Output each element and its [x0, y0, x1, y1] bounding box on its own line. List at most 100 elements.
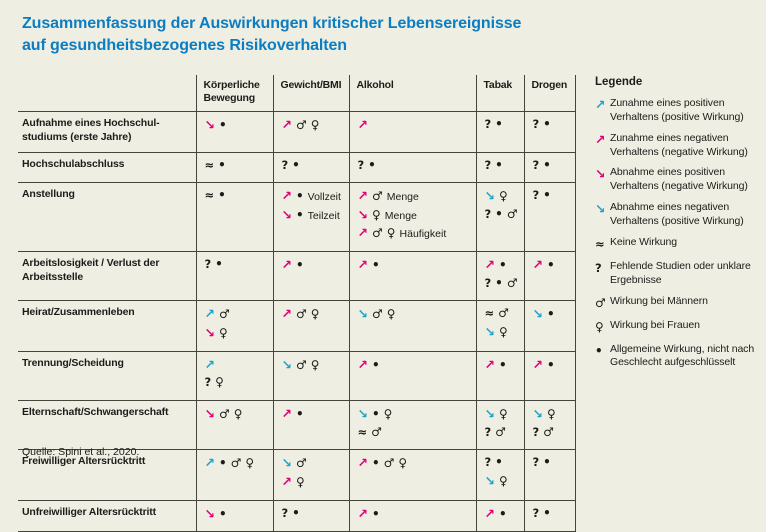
arrow-up-negative-icon: ↗ [357, 225, 368, 241]
question-symbol: ? [484, 275, 492, 290]
table-cell: ↘ ♂ ♀ [348, 300, 476, 352]
row-label: Trennung/Scheidung [18, 351, 196, 401]
arrow-down-positive-icon: ↘ [532, 306, 543, 322]
cell-line: ? • [485, 117, 520, 133]
legend-item: ↘ Abnahme eines positiven Verhaltens (neg… [595, 166, 761, 194]
note-text: Menge [386, 191, 419, 204]
cell-line: ↘ • Teilzeit [282, 207, 345, 224]
question-symbol: ? [484, 117, 492, 132]
legend-item-label: Allgemeine Wirkung, nicht nach Geschlech… [610, 342, 755, 369]
table-row: Hochschulabschluss ≈ •? •? •? •? • [18, 152, 576, 184]
summary-table: Körperliche Bewegung Gewicht/BMI Alkohol Ta… [18, 75, 576, 532]
table-row: Heirat/Zusammenleben ↗ ♂ ↘ ♀ ↗ ♂ ♀ ↘ ♂ ♀ ≈ ♂ ↘ ♀ ↘ • [18, 300, 576, 352]
legend-symbol: ↗ [595, 96, 610, 114]
table-row: Arbeitslosigkeit / Verlust der Arbeitsst… [18, 251, 576, 302]
female-icon: ♀ [295, 474, 305, 489]
cell-line: ? • ♂ [485, 276, 520, 292]
male-icon: ♂ [295, 357, 307, 372]
dot-symbol: • [218, 456, 227, 471]
cell-line: ↘ • [205, 117, 269, 134]
female-icon: ♀ [218, 326, 228, 341]
dot-symbol: • [292, 157, 300, 172]
arrow-down-positive-icon: ↘ [484, 324, 495, 340]
dot-symbol: • [595, 343, 603, 358]
dot-symbol: • [218, 157, 226, 172]
dot-symbol: • [371, 406, 380, 421]
row-label: Hochschulabschluss [18, 152, 196, 184]
arrow-up-positive-icon: ↗ [204, 455, 215, 471]
dot-symbol: • [498, 357, 507, 372]
dot-symbol: • [498, 506, 507, 521]
arrow-up-positive-icon: ↗ [204, 356, 215, 372]
row-label: Unfreiwilliger Altersrücktritt [18, 500, 196, 532]
dot-symbol: • [371, 357, 380, 372]
male-icon: ♂ [371, 226, 383, 241]
arrow-down-negative-icon: ↘ [204, 117, 215, 133]
question-symbol: ? [484, 157, 492, 172]
table-cell: ↗ • [475, 351, 524, 401]
female-icon: ♀ [498, 406, 508, 421]
row-label: Anstellung [18, 182, 196, 253]
approx-symbol: ≈ [357, 424, 368, 439]
dot-symbol: • [543, 117, 551, 132]
cell-line: ? • ♂ [485, 207, 520, 223]
dot-symbol: • [371, 506, 380, 521]
dot-symbol: • [546, 307, 555, 322]
legend-symbol: ↘ [595, 165, 610, 183]
arrow-down-negative-icon: ↘ [281, 206, 292, 222]
cell-line: ↗ • [358, 257, 472, 274]
table-row: Aufnahme eines Hochschul­studiums (erste… [18, 111, 576, 153]
cell-line: ↘ ♀ [205, 325, 269, 342]
legend-title: Legende [595, 76, 643, 88]
legend-item: ↗ Zunahme eines positiven Verhaltens (pos… [595, 97, 761, 125]
dot-symbol: • [371, 456, 380, 471]
table-row: Anstellung ≈ • ↗ • Vollzeit ↘ • Teilzeit ↗ ♂ Menge ↘… [18, 182, 576, 253]
female-icon: ♀ [371, 207, 381, 222]
table-cell: ↘ ♂ ↗ ♀ [272, 449, 349, 501]
male-icon: ♂ [218, 307, 230, 322]
dot-symbol: • [295, 406, 304, 421]
male-icon: ♂ [495, 424, 506, 439]
row-label: Heirat/Zusammenleben [18, 300, 196, 352]
legend-symbol: ≈ [595, 235, 610, 253]
row-label: Aufnahme eines Hochschul­studiums (erste… [18, 111, 196, 153]
table-cell: ≈ ♂ ↘ ♀ [475, 300, 524, 352]
legend-symbol: ? [595, 259, 610, 277]
question-symbol: ? [484, 424, 492, 439]
cell-line: ? ♀ [205, 375, 269, 391]
cell-line: ↗ • [358, 357, 472, 374]
table-cell: ↗ • ♂ ♀ [195, 449, 273, 501]
cell-line: ↘ ♀ Menge [358, 207, 472, 224]
dot-symbol: • [218, 188, 226, 203]
dot-symbol: • [543, 455, 551, 470]
arrow-down-positive-icon: ↘ [532, 405, 543, 421]
dot-symbol: • [546, 357, 555, 372]
female-icon: ♀ [498, 473, 508, 488]
arrow-down-negative-icon: ↘ [204, 505, 215, 521]
cell-line: ? • [205, 257, 269, 273]
dot-symbol: • [495, 206, 503, 221]
cell-line: ? • [533, 455, 571, 471]
dot-symbol: • [215, 257, 223, 272]
question-symbol: ? [281, 505, 289, 520]
female-icon: ♀ [386, 307, 396, 322]
cell-line: ? • [533, 158, 571, 174]
arrow-up-negative-icon: ↗ [281, 257, 292, 273]
legend-item: ♀ Wirkung bei Frauen [595, 319, 761, 336]
arrow-up-negative-icon: ↗ [281, 306, 292, 322]
cell-line: ↗ • [485, 506, 520, 523]
arrow-down-positive-icon: ↘ [281, 356, 292, 372]
table-cell: ↗ • [272, 400, 349, 451]
table-cell: ↗ • [348, 351, 476, 401]
male-icon: ♂ [295, 307, 307, 322]
legend: Legende ↗ Zunahme eines positiven Verhalt… [595, 76, 761, 377]
table-row: Trennung/Scheidung ↗? ♀ ↘ ♂ ♀ ↗ • ↗ • ↗ • [18, 351, 576, 401]
legend-item: ♂ Wirkung bei Männern [595, 295, 761, 312]
arrow-up-negative-icon: ↗ [532, 257, 543, 273]
table-body: Aufnahme eines Hochschul­studiums (erste… [18, 111, 576, 532]
dot-symbol: • [543, 505, 551, 520]
cell-line: ↘ • [533, 306, 571, 323]
table-cell: ↗ • [272, 251, 349, 302]
female-icon: ♀ [310, 307, 320, 322]
cell-line: ↗ • [282, 257, 345, 274]
